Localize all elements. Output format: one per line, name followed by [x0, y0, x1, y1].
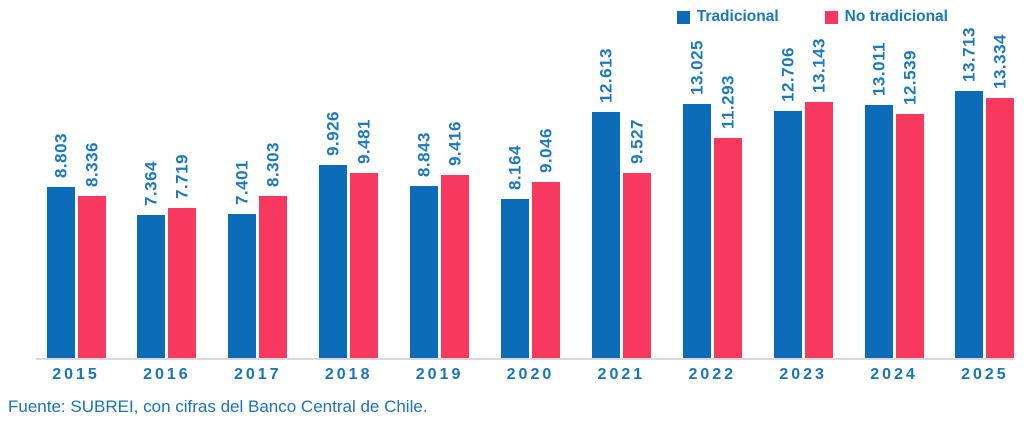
x-axis-label-2018: 2018 — [324, 366, 373, 383]
bar-tradicional-2019: 8.843 — [410, 132, 439, 358]
legend-swatch-no-tradicional-icon — [824, 10, 838, 24]
bar-value-label: 13.143 — [809, 38, 829, 93]
legend-swatch-tradicional-icon — [676, 10, 690, 24]
bar-tradicional-2020: 8.164 — [500, 145, 529, 358]
x-axis-label-2023: 2023 — [779, 366, 827, 383]
legend-label-tradicional: Tradicional — [696, 8, 779, 25]
bar-value-label: 8.803 — [51, 132, 70, 178]
x-axis-label-2015: 2015 — [52, 366, 100, 383]
bar-value-label: 13.011 — [869, 41, 889, 96]
bar-no-tradicional-2024: 12.539 — [895, 50, 924, 358]
bar-value-label: 13.334 — [990, 34, 1010, 89]
bar-no-tradicional-2022: 11.293 — [713, 75, 742, 358]
x-axis-label-2016: 2016 — [143, 366, 191, 383]
bar-value-label: 8.303 — [263, 141, 283, 187]
x-axis-label-2019: 2019 — [415, 366, 464, 383]
bar-value-label: 12.706 — [778, 47, 798, 102]
bar-value-label: 7.364 — [141, 160, 161, 206]
bar-no-tradicional-2023: 13.143 — [804, 38, 833, 358]
bar-value-label: 12.613 — [596, 48, 616, 103]
legend-item-no-tradicional: No tradicional — [824, 8, 948, 26]
legend-item-tradicional: Tradicional — [676, 8, 779, 26]
bar-group-2015: 8.803 8.336 — [46, 133, 106, 358]
bar-tradicional-2022: 13.025 — [682, 40, 711, 358]
bar-no-tradicional-2025: 13.334 — [986, 34, 1015, 358]
bar-no-tradicional-2015: 8.336 — [77, 142, 106, 358]
bar-value-label: 11.293 — [718, 74, 738, 129]
bar-no-tradicional-2018: 9.481 — [350, 119, 379, 358]
x-axis-label-2022: 2022 — [688, 366, 737, 383]
bar-group-2018: 9.926 9.481 — [319, 111, 379, 358]
x-axis-label-2021: 2021 — [597, 366, 646, 383]
bar-tradicional-2016: 7.364 — [137, 161, 166, 358]
bar-group-2025: 13.713 13.334 — [955, 27, 1015, 358]
bar-value-label: 7.401 — [232, 159, 252, 205]
bar-group-2020: 8.164 9.046 — [500, 128, 560, 358]
bar-group-2023: 12.706 13.143 — [773, 38, 833, 358]
bar-no-tradicional-2021: 9.527 — [622, 119, 651, 358]
x-axis-label-2017: 2017 — [233, 366, 282, 383]
bar-no-tradicional-2020: 9.046 — [531, 128, 560, 358]
bar-value-label: 13.025 — [687, 40, 707, 95]
bar-tradicional-2018: 9.926 — [319, 111, 348, 358]
bar-value-label: 9.416 — [445, 120, 465, 166]
bar-value-label: 8.336 — [82, 141, 101, 187]
bar-group-2021: 12.613 9.527 — [591, 48, 651, 358]
bar-group-2016: 7.364 7.719 — [137, 154, 197, 358]
bar-tradicional-2017: 7.401 — [228, 160, 257, 358]
bar-value-label: 9.046 — [536, 127, 556, 173]
bar-no-tradicional-2016: 7.719 — [168, 154, 197, 358]
bar-tradicional-2023: 12.706 — [773, 47, 802, 358]
x-axis-label-2025: 2025 — [961, 366, 1009, 383]
chart-legend: Tradicional No tradicional — [676, 8, 948, 26]
bar-value-label: 9.926 — [323, 110, 343, 156]
x-axis-label-2020: 2020 — [506, 366, 555, 383]
bar-group-2024: 13.011 12.539 — [864, 42, 924, 358]
legend-label-no-tradicional: No tradicional — [844, 8, 948, 25]
bar-tradicional-2024: 13.011 — [864, 42, 893, 358]
bar-tradicional-2025: 13.713 — [955, 27, 984, 358]
bar-value-label: 8.164 — [505, 144, 525, 190]
x-axis-label-2024: 2024 — [870, 366, 918, 383]
bar-no-tradicional-2017: 8.303 — [259, 142, 288, 358]
x-axis-labels: 2015 2016 2017 2018 2019 2020 2021 2022 2023 2024… — [36, 366, 1015, 384]
plot-area: 8.803 8.336 7.364 7.719 7.401 8.303 9.926 9.481… — [36, 0, 1015, 360]
bar-group-2017: 7.401 8.303 — [228, 142, 288, 358]
bar-tradicional-2021: 12.613 — [591, 48, 620, 358]
bar-value-label: 12.539 — [900, 50, 920, 105]
bar-value-label: 13.713 — [959, 27, 979, 82]
bar-value-label: 9.527 — [627, 118, 647, 164]
bar-value-label: 9.481 — [354, 118, 374, 164]
source-note: Fuente: SUBREI, con cifras del Banco Cen… — [8, 397, 428, 416]
bar-groups: 8.803 8.336 7.364 7.719 7.401 8.303 9.926 9.481… — [36, 0, 1015, 358]
bar-group-2019: 8.843 9.416 — [410, 121, 470, 358]
bar-value-label: 7.719 — [172, 153, 192, 199]
bar-value-label: 8.843 — [414, 131, 434, 177]
bar-tradicional-2015: 8.803 — [46, 133, 75, 358]
bar-group-2022: 13.025 11.293 — [682, 40, 742, 358]
bar-no-tradicional-2019: 9.416 — [441, 121, 470, 358]
